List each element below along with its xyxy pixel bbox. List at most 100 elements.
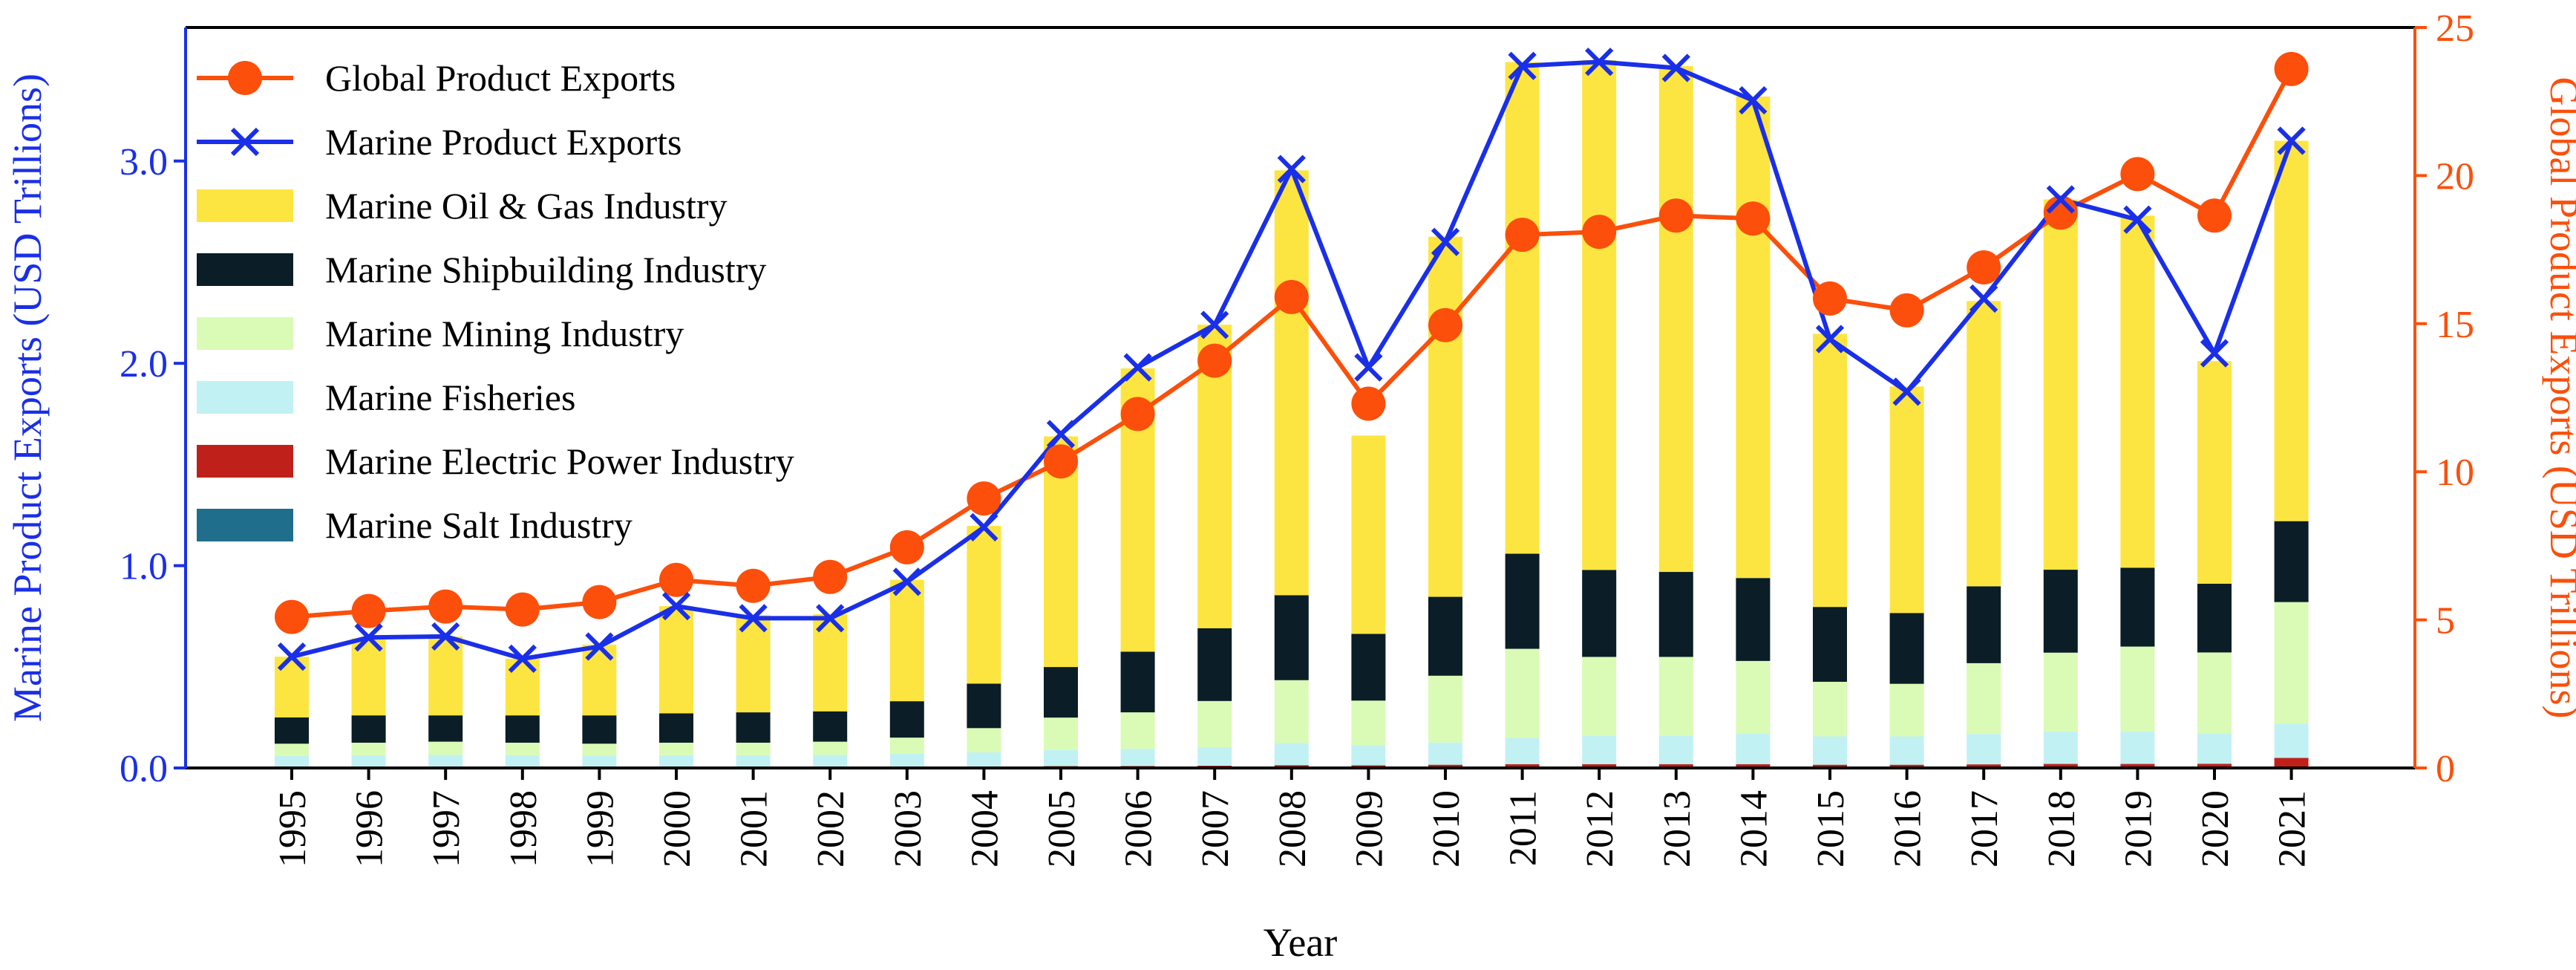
bar-marine-oil-and-gas-industry-2012 xyxy=(1582,59,1617,570)
bar-marine-fisheries-2005 xyxy=(1044,749,1078,766)
point-global-product-exports-2019 xyxy=(2120,157,2155,192)
bar-marine-mining-industry-2011 xyxy=(1505,648,1540,738)
point-marine-product-exports-2008 xyxy=(1277,154,1306,183)
x-tick-label: 1998 xyxy=(503,790,545,868)
point-global-product-exports-2017 xyxy=(1967,250,2001,285)
bar-marine-fisheries-2004 xyxy=(967,752,1001,767)
bar-marine-mining-industry-1999 xyxy=(582,743,617,756)
point-global-product-exports-1996 xyxy=(351,593,386,628)
point-marine-product-exports-1998 xyxy=(508,644,537,674)
legend-swatch-marine-fisheries xyxy=(197,381,293,414)
bar-marine-electric-power-industry-2018 xyxy=(2043,764,2078,767)
bar-marine-electric-power-industry-2014 xyxy=(1736,764,1771,767)
bar-marine-electric-power-industry-2011 xyxy=(1505,764,1540,767)
x-tick-label: 1995 xyxy=(272,790,314,868)
bar-marine-shipbuilding-industry-2006 xyxy=(1120,651,1155,713)
point-marine-product-exports-2005 xyxy=(1046,420,1076,449)
point-marine-product-exports-2015 xyxy=(1815,325,1845,354)
point-global-product-exports-2003 xyxy=(889,530,924,564)
bar-marine-mining-industry-2010 xyxy=(1428,675,1462,743)
point-marine-product-exports-2002 xyxy=(816,604,845,633)
bar-marine-fisheries-2000 xyxy=(659,755,693,767)
bar-marine-fisheries-2010 xyxy=(1428,742,1462,765)
x-tick-label: 2007 xyxy=(1194,790,1237,868)
bar-marine-shipbuilding-industry-2002 xyxy=(813,711,848,742)
x-tick-label: 2002 xyxy=(810,790,852,868)
point-global-product-exports-2004 xyxy=(967,481,1001,516)
y-tick-label-right: 20 xyxy=(2436,155,2474,198)
point-marine-product-exports-2013 xyxy=(1661,53,1690,82)
point-global-product-exports-2020 xyxy=(2197,198,2232,233)
point-global-product-exports-2018 xyxy=(2043,195,2078,230)
bar-marine-fisheries-2013 xyxy=(1658,735,1693,764)
x-tick-label: 2008 xyxy=(1272,790,1314,868)
bar-marine-fisheries-2011 xyxy=(1505,738,1540,764)
point-global-product-exports-2010 xyxy=(1428,307,1462,342)
x-tick-label: 2009 xyxy=(1348,790,1390,868)
x-tick-label: 2010 xyxy=(1425,790,1468,868)
bar-marine-electric-power-industry-2017 xyxy=(1967,764,2001,767)
x-tick-label: 2011 xyxy=(1503,790,1545,866)
x-tick-label: 2013 xyxy=(1656,790,1699,868)
bar-marine-electric-power-industry-2021 xyxy=(2274,758,2309,767)
bar-marine-mining-industry-2005 xyxy=(1044,717,1078,750)
point-global-product-exports-2002 xyxy=(813,559,848,594)
bar-marine-fisheries-2015 xyxy=(1813,736,1847,765)
bar-marine-fisheries-2014 xyxy=(1736,733,1771,764)
legend-swatch-marine-salt-industry xyxy=(197,509,293,541)
bar-marine-shipbuilding-industry-2012 xyxy=(1582,570,1617,657)
point-marine-product-exports-2010 xyxy=(1431,227,1460,256)
bar-marine-mining-industry-2003 xyxy=(889,738,924,754)
point-global-product-exports-2008 xyxy=(1274,279,1309,314)
bar-marine-fisheries-2006 xyxy=(1120,749,1155,766)
bar-marine-fisheries-2021 xyxy=(2274,723,2309,758)
bar-marine-fisheries-1996 xyxy=(351,755,386,767)
legend-label-marine-oil-and-gas-industry: Marine Oil & Gas Industry xyxy=(325,185,728,227)
legend-label-marine-electric-power-industry: Marine Electric Power Industry xyxy=(325,440,794,482)
bar-marine-shipbuilding-industry-2017 xyxy=(1967,586,2001,663)
bar-marine-fisheries-1997 xyxy=(428,755,463,767)
legend: Global Product Exports Marine Product Exp… xyxy=(197,57,794,546)
bar-marine-shipbuilding-industry-2013 xyxy=(1658,572,1693,657)
bar-marine-mining-industry-1998 xyxy=(505,742,540,755)
y-tick-label-right: 25 xyxy=(2436,7,2474,50)
bar-marine-mining-industry-2000 xyxy=(659,742,693,755)
point-marine-product-exports-2017 xyxy=(1969,284,1998,313)
bar-marine-fisheries-2012 xyxy=(1582,735,1617,764)
point-global-product-exports-2005 xyxy=(1044,444,1078,479)
point-marine-product-exports-1997 xyxy=(431,622,460,651)
x-tick-label: 2020 xyxy=(2194,790,2237,868)
point-global-product-exports-2000 xyxy=(659,562,693,597)
point-marine-product-exports-2020 xyxy=(2200,339,2229,368)
bar-marine-shipbuilding-industry-2010 xyxy=(1428,596,1462,676)
legend-swatch-marine-oil-and-gas-industry xyxy=(197,189,293,222)
bar-marine-mining-industry-1996 xyxy=(351,742,386,755)
bar-marine-shipbuilding-industry-2001 xyxy=(736,712,771,743)
legend-label-global-product-exports: Global Product Exports xyxy=(325,57,676,99)
bar-marine-shipbuilding-industry-2015 xyxy=(1813,607,1847,682)
bar-marine-shipbuilding-industry-1995 xyxy=(275,717,309,744)
point-marine-product-exports-2000 xyxy=(661,591,691,621)
x-tick-label: 1996 xyxy=(349,790,391,868)
bar-marine-shipbuilding-industry-1997 xyxy=(428,715,463,742)
bar-marine-shipbuilding-industry-2014 xyxy=(1736,578,1771,661)
y-axis-title-left: Marine Product Exports (USD Trillions) xyxy=(5,74,50,722)
bar-marine-fisheries-2007 xyxy=(1197,747,1232,766)
x-tick-label: 2006 xyxy=(1118,790,1160,868)
y-tick-label-left: 2.0 xyxy=(120,343,168,385)
bar-marine-shipbuilding-industry-2007 xyxy=(1197,628,1232,701)
bar-marine-mining-industry-2016 xyxy=(1889,683,1924,737)
bar-marine-oil-and-gas-industry-2004 xyxy=(967,525,1001,684)
bar-marine-electric-power-industry-2013 xyxy=(1658,764,1693,767)
bar-marine-shipbuilding-industry-2011 xyxy=(1505,553,1540,649)
bar-marine-mining-industry-1997 xyxy=(428,741,463,755)
bar-marine-fisheries-2003 xyxy=(889,753,924,767)
point-marine-product-exports-2016 xyxy=(1892,377,1921,406)
x-tick-label: 2016 xyxy=(1887,790,1929,868)
point-marine-product-exports-2019 xyxy=(2123,205,2152,234)
bar-marine-mining-industry-2008 xyxy=(1274,680,1309,743)
x-tick-label: 2015 xyxy=(1810,790,1852,868)
bar-marine-oil-and-gas-industry-2015 xyxy=(1813,333,1847,608)
bar-marine-shipbuilding-industry-2005 xyxy=(1044,667,1078,718)
point-marine-product-exports-1996 xyxy=(354,623,383,652)
